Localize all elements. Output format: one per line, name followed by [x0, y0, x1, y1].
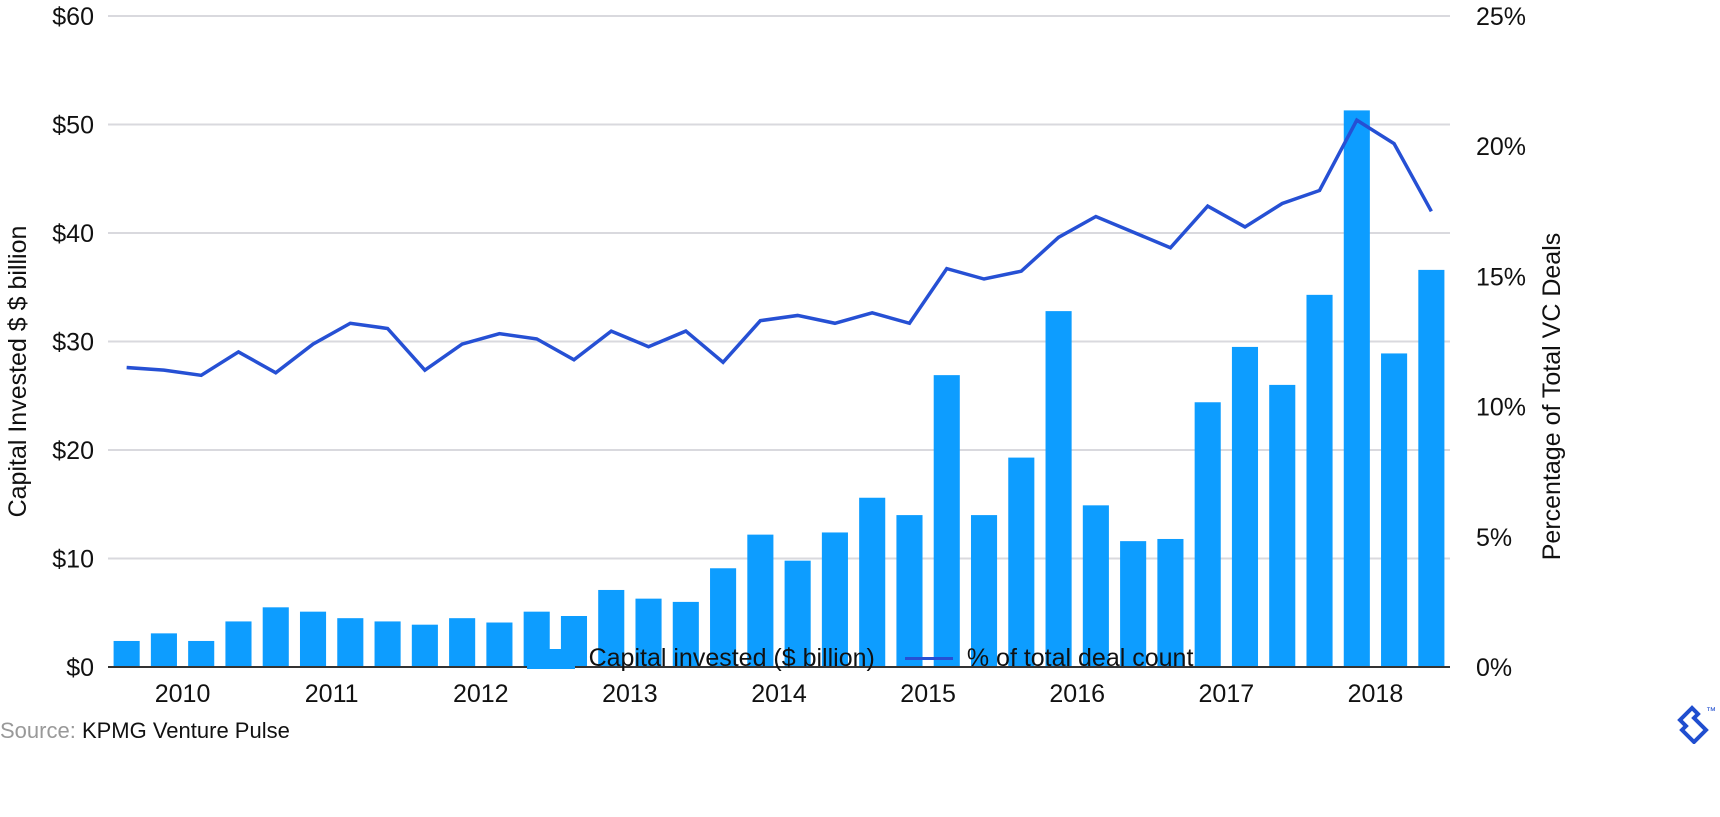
bar: [710, 568, 737, 667]
x-tick: 2011: [305, 680, 359, 708]
x-tick: 2015: [900, 680, 956, 708]
legend-swatch-bar: [526, 648, 575, 669]
y-tick-left: $40: [52, 220, 94, 248]
x-tick: 2017: [1199, 680, 1255, 708]
bar: [784, 560, 811, 667]
bar: [486, 622, 513, 667]
bar: [188, 640, 215, 667]
source-text: KPMG Venture Pulse: [81, 718, 290, 743]
y-tick-right: 0%: [1476, 654, 1512, 682]
logo-tm: ™: [1706, 706, 1716, 717]
y-tick-left: $60: [52, 3, 94, 31]
bar: [635, 598, 662, 667]
legend-label-bars: Capital invested ($ billion): [588, 644, 875, 672]
bar: [150, 633, 177, 667]
bar: [598, 589, 625, 667]
bar: [1343, 110, 1370, 667]
y-tick-right: 5%: [1476, 524, 1512, 552]
y-tick-left: $10: [52, 546, 94, 574]
bar: [113, 640, 140, 667]
bar: [747, 534, 774, 667]
legend-swatch-line: [904, 657, 953, 660]
x-tick: 2018: [1348, 680, 1404, 708]
bar: [337, 618, 364, 667]
bar: [1008, 457, 1035, 667]
y-tick-right: 10%: [1476, 394, 1526, 422]
bar: [859, 497, 886, 667]
bar: [821, 532, 848, 667]
bar: [1418, 269, 1445, 667]
bar: [1306, 294, 1333, 667]
bar: [1045, 311, 1072, 667]
bar: [933, 375, 960, 667]
bar: [1269, 384, 1296, 667]
y-tick-left: $20: [52, 437, 94, 465]
bar: [1381, 353, 1408, 667]
x-tick: 2016: [1049, 680, 1105, 708]
bar: [449, 618, 476, 667]
source-label: Source:: [0, 718, 76, 743]
x-tick: 2012: [453, 680, 509, 708]
bar: [374, 621, 401, 667]
x-tick: 2013: [602, 680, 658, 708]
toptal-logo: ™: [1672, 704, 1720, 749]
y-tick-left: $30: [52, 329, 94, 357]
bar: [1231, 346, 1259, 667]
bar: [299, 611, 327, 667]
line-series: [126, 117, 1433, 378]
x-tick: 2010: [155, 680, 211, 708]
bar: [896, 515, 923, 667]
y-axis-label-right: Percentage of Total VC Deals: [1538, 233, 1566, 561]
bar: [1157, 538, 1184, 667]
bar: [1082, 505, 1109, 667]
y-axis-label-left: Capital Invested $ $ billion: [4, 226, 32, 518]
bar: [225, 621, 252, 667]
bar: [1120, 541, 1147, 667]
y-tick-left: $0: [66, 654, 94, 682]
legend-label-line: % of total deal count: [966, 644, 1194, 672]
legend-item-bars: Capital invested ($ billion): [526, 644, 875, 673]
legend: Capital invested ($ billion) % of total …: [0, 644, 1720, 673]
bar: [1194, 402, 1221, 667]
bar: [672, 601, 699, 667]
y-tick-right: 25%: [1476, 3, 1526, 31]
y-tick-right: 20%: [1476, 133, 1526, 161]
bar: [970, 515, 998, 667]
source-note: Source: KPMG Venture Pulse: [0, 718, 290, 744]
y-tick-right: 15%: [1476, 263, 1526, 291]
legend-item-line: % of total deal count: [904, 644, 1194, 673]
x-tick: 2014: [751, 680, 807, 708]
bar: [411, 624, 438, 667]
y-tick-left: $50: [52, 112, 94, 140]
bar: [262, 607, 289, 667]
